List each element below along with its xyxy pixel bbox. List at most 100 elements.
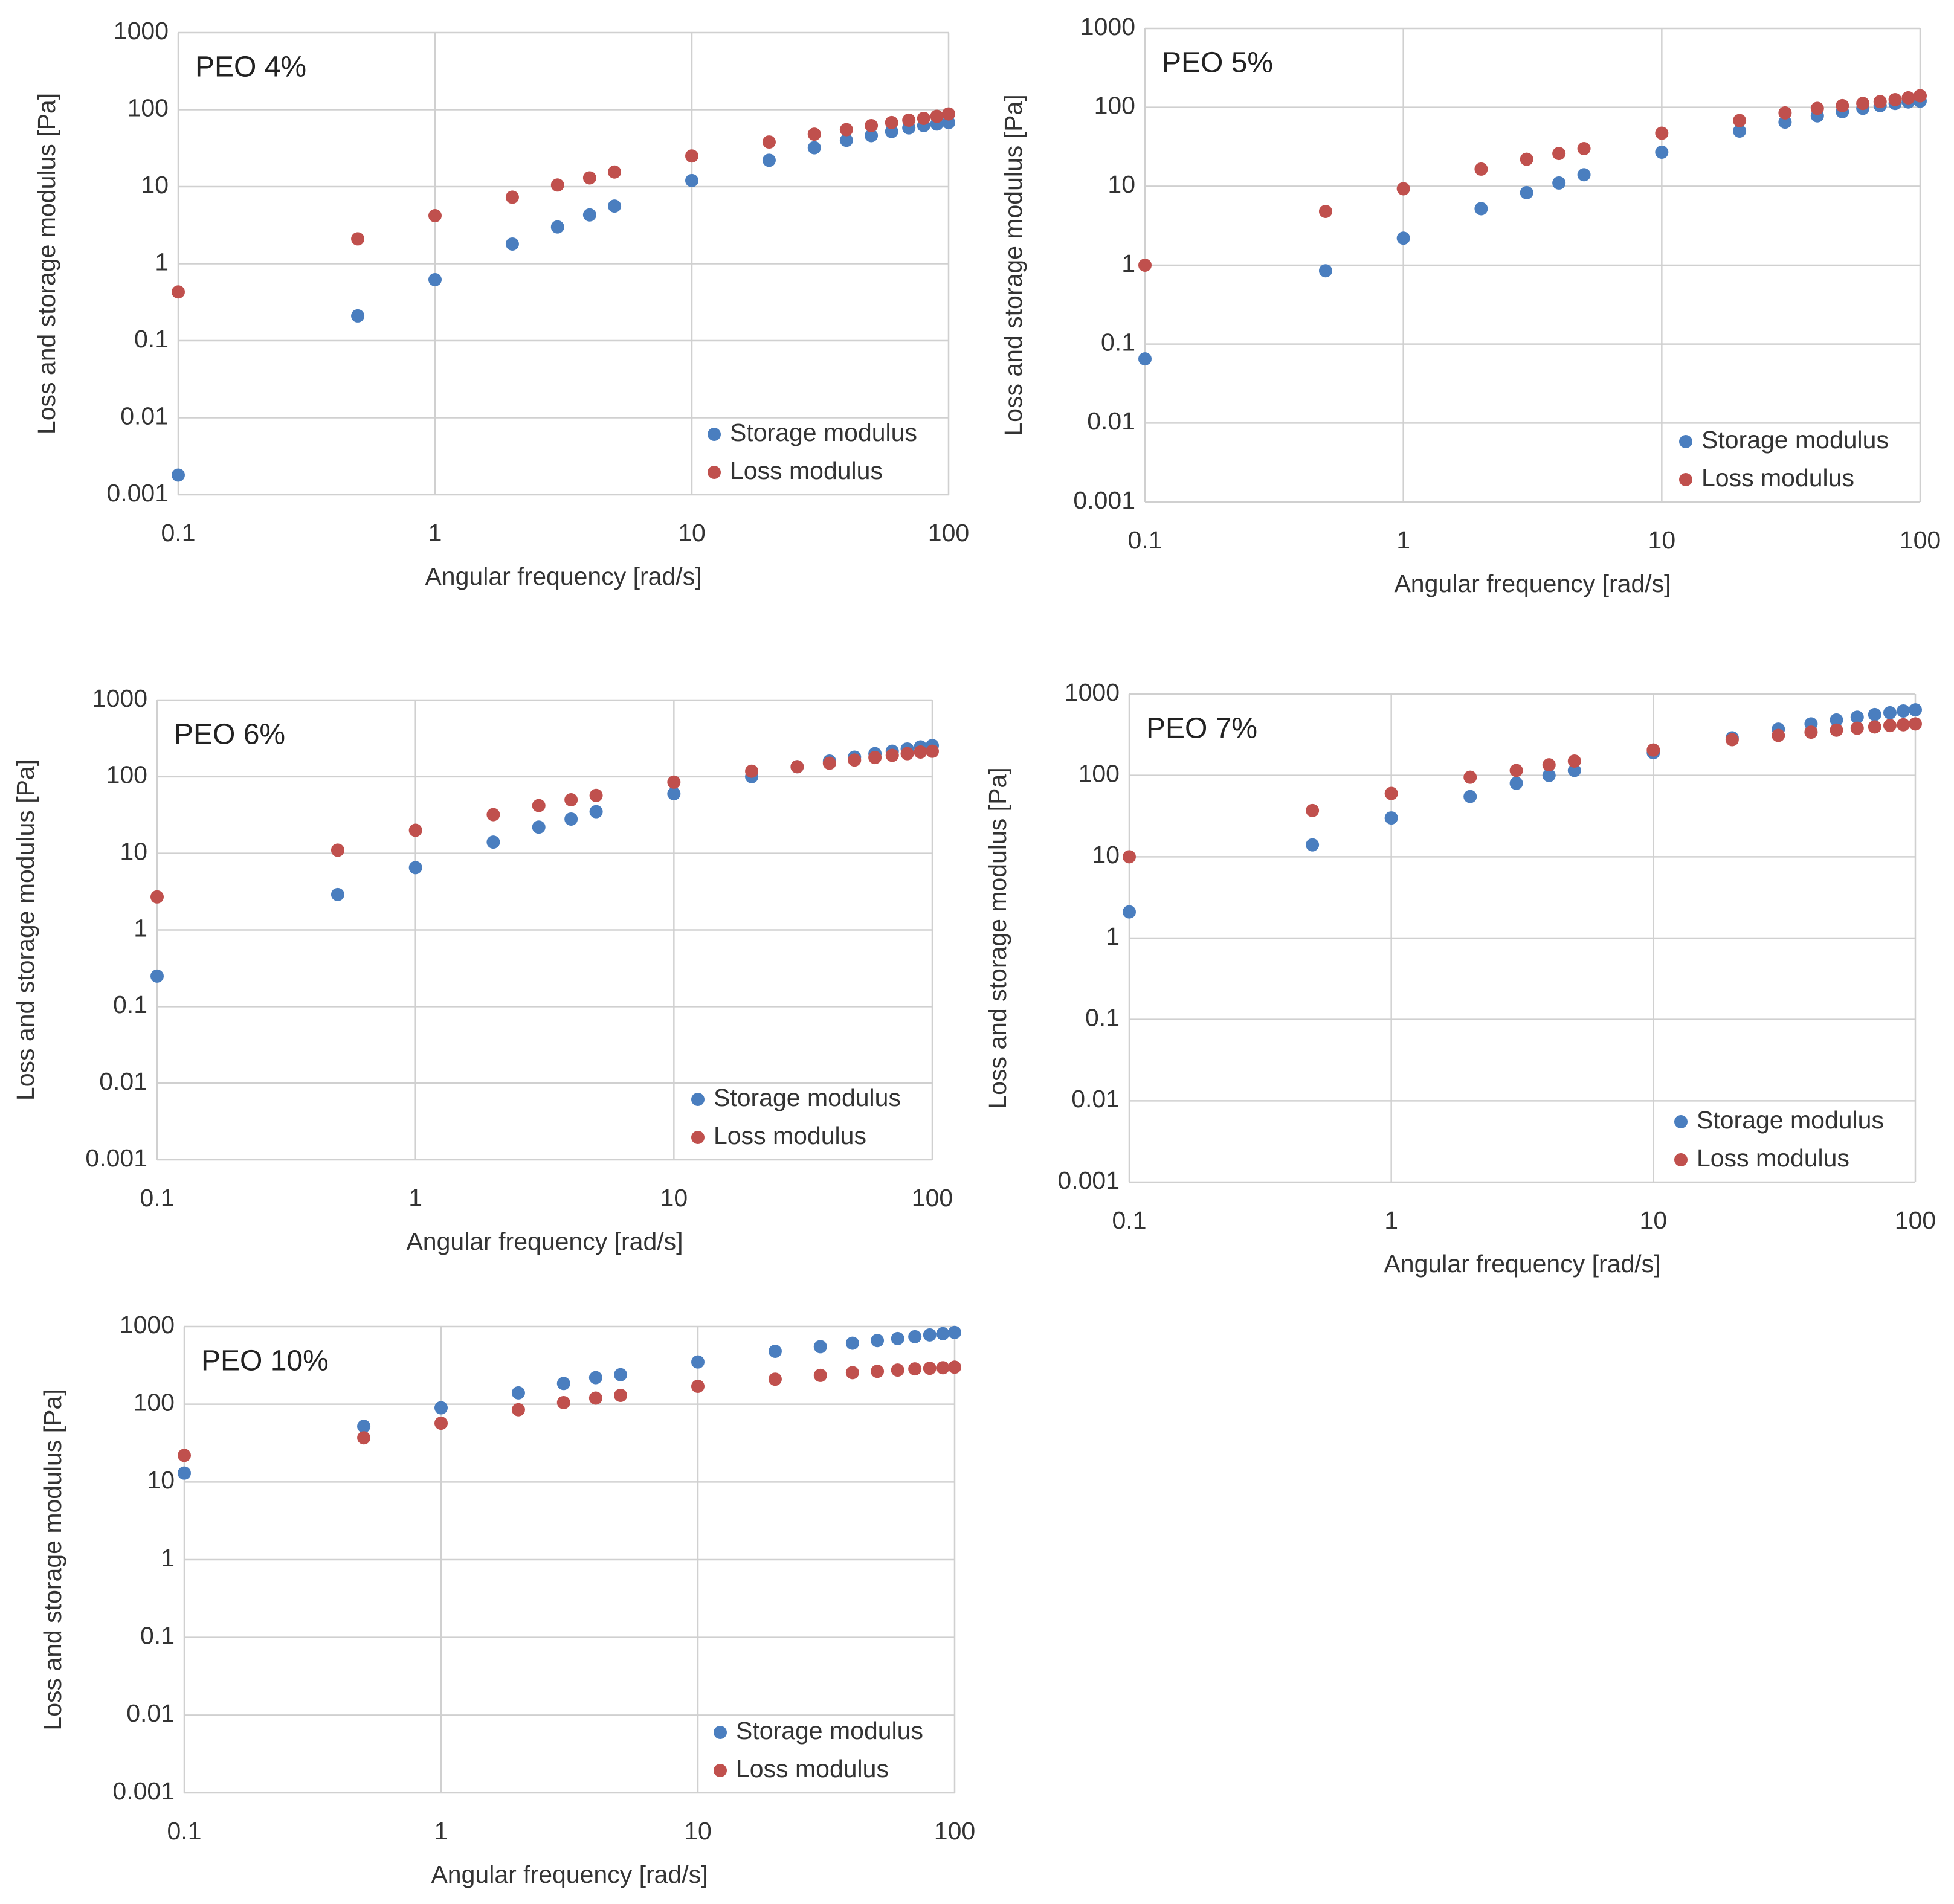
y-tick-label: 1 [1106, 922, 1120, 950]
y-tick-label: 1 [155, 248, 169, 275]
data-point [1897, 704, 1910, 718]
data-point [434, 1401, 448, 1415]
data-point [511, 1403, 525, 1417]
data-point [1883, 706, 1897, 719]
data-point [1509, 764, 1523, 777]
y-tick-label: 0.001 [1057, 1166, 1120, 1194]
x-axis-title: Angular frequency [rad/s] [1394, 570, 1671, 597]
data-point [556, 1377, 570, 1391]
data-point [845, 1336, 859, 1350]
data-point [1725, 733, 1739, 747]
x-tick-label: 100 [934, 1817, 975, 1845]
x-tick-label: 0.1 [1112, 1206, 1147, 1234]
data-point [505, 237, 519, 251]
y-tick-label: 1000 [1080, 13, 1135, 40]
y-tick-label: 100 [1094, 91, 1135, 119]
data-point [667, 775, 681, 789]
y-tick-label: 10 [147, 1466, 175, 1494]
data-point [408, 861, 422, 875]
x-tick-label: 100 [1895, 1206, 1936, 1234]
data-point [685, 149, 698, 163]
data-point [1384, 811, 1398, 825]
data-point [505, 190, 519, 204]
data-point [845, 1366, 859, 1380]
legend-label: Loss modulus [736, 1755, 889, 1783]
y-tick-label: 0.01 [99, 1067, 147, 1095]
data-point [1138, 352, 1152, 366]
data-point [178, 1449, 191, 1462]
data-point [1810, 101, 1824, 115]
data-point [762, 153, 776, 167]
data-point [608, 199, 622, 213]
data-point [532, 820, 546, 834]
x-tick-label: 0.1 [167, 1817, 202, 1845]
data-point [1830, 723, 1843, 737]
data-point [848, 753, 862, 767]
data-point [885, 748, 899, 762]
x-tick-label: 100 [1900, 526, 1941, 554]
x-tick-label: 0.1 [161, 519, 196, 547]
data-point [1836, 98, 1849, 112]
data-point [172, 285, 185, 299]
y-tick-label: 0.001 [85, 1144, 147, 1172]
y-tick-label: 0.1 [1101, 328, 1135, 356]
data-point [871, 1334, 885, 1348]
data-point [942, 107, 955, 121]
y-tick-label: 1 [161, 1544, 175, 1572]
data-point [745, 764, 759, 778]
legend-label: Storage modulus [714, 1084, 901, 1111]
data-point [614, 1389, 628, 1403]
data-point [1520, 152, 1533, 166]
data-point [1509, 776, 1523, 790]
data-point [588, 1391, 602, 1405]
data-point [428, 209, 442, 223]
data-point [908, 1362, 922, 1376]
data-point [564, 812, 578, 826]
data-point [1856, 97, 1870, 111]
x-tick-label: 1 [1396, 526, 1410, 554]
chart: 0.001 0.01 0.1 1 10 100 1000 0.1 1 10 100 PEO 6% Ang… [11, 684, 953, 1255]
legend-label: Loss modulus [1701, 464, 1854, 492]
data-point [917, 111, 930, 125]
data-point [331, 887, 344, 901]
legend-label: Storage modulus [736, 1717, 923, 1745]
data-point [608, 165, 622, 179]
data-point [762, 135, 776, 149]
legend-label: Loss modulus [1697, 1144, 1849, 1172]
data-point [1306, 803, 1320, 817]
data-point [691, 1380, 705, 1394]
x-tick-label: 10 [1640, 1206, 1668, 1234]
data-point [902, 113, 916, 127]
data-point [434, 1417, 448, 1430]
data-point [1138, 259, 1152, 272]
y-tick-label: 1 [134, 914, 147, 942]
y-tick-label: 0.001 [1073, 486, 1135, 514]
data-point [885, 115, 898, 129]
data-point [936, 1361, 950, 1375]
x-tick-label: 1 [408, 1184, 422, 1212]
data-point [891, 1331, 904, 1345]
data-point [150, 969, 164, 983]
y-tick-label: 1000 [1065, 678, 1120, 706]
y-tick-label: 10 [1108, 170, 1135, 198]
data-point [582, 171, 596, 185]
data-point [1577, 141, 1591, 155]
data-point [1733, 124, 1747, 138]
data-point [1914, 89, 1927, 103]
data-point [556, 1395, 570, 1409]
data-point [1909, 717, 1922, 731]
data-point [871, 1365, 885, 1378]
x-tick-label: 10 [678, 519, 706, 547]
data-point [589, 805, 603, 819]
data-point [1542, 758, 1556, 772]
x-tick-label: 10 [1648, 526, 1676, 554]
data-point [1772, 728, 1785, 742]
data-point [865, 118, 879, 132]
data-point [1901, 91, 1915, 105]
data-point [891, 1363, 904, 1377]
x-tick-label: 10 [684, 1817, 712, 1845]
data-point [908, 1330, 922, 1343]
legend-marker [1679, 435, 1692, 448]
data-point [923, 1328, 937, 1342]
data-point [1655, 126, 1669, 140]
